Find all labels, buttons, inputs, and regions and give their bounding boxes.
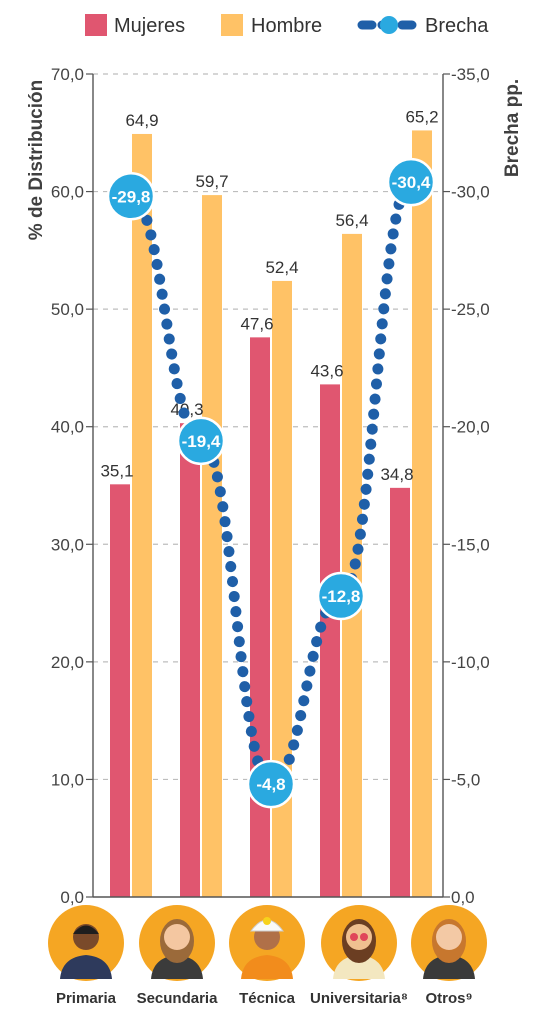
icon-body [241, 955, 293, 979]
bar-labels: 35,164,940,359,747,652,443,656,434,865,2 [100, 107, 438, 483]
category-label: Otros⁹ [425, 990, 472, 1007]
university-woman-icon [321, 905, 397, 981]
brecha-line: -29,8 -19,4 -4,8 -12,8 -30,4 [106, 157, 436, 809]
legend-marker-brecha [380, 16, 398, 34]
data-label-mujeres: 34,8 [380, 465, 413, 484]
data-label-mujeres: 35,1 [100, 461, 133, 480]
category-label: Primaria [56, 990, 117, 1007]
bar-hombre [202, 195, 222, 897]
bar-hombre [272, 280, 292, 897]
data-label-hombre: 59,7 [195, 172, 228, 191]
y2-tick-label: -25,0 [451, 300, 490, 319]
woman-other-icon [411, 905, 487, 981]
technician-helmet-icon [229, 905, 305, 981]
category-label: Secundaria [137, 990, 219, 1007]
brecha-label: -30,4 [392, 173, 431, 192]
y2-tick-label: -10,0 [451, 653, 490, 672]
legend-label-hombre: Hombre [251, 15, 322, 37]
legend-swatch-mujeres [85, 14, 107, 36]
y-axis-title: % de Distribución [26, 80, 47, 240]
legend-swatch-hombre [221, 14, 243, 36]
data-label-hombre: 56,4 [335, 211, 368, 230]
brecha-marker [246, 759, 296, 809]
bar-hombre [132, 133, 152, 897]
y-tick-label: 0,0 [60, 888, 84, 907]
axes: 0,0 10,0 20,0 30,0 40,0 50,0 60,0 70,0 0,0 -5,0 -1… [51, 65, 490, 907]
boy-student-icon [48, 905, 124, 981]
brecha-marker [106, 172, 156, 221]
y-tick-label: 60,0 [51, 183, 84, 202]
icon-glasses-left [350, 933, 358, 941]
category-row: Primaria Secundaria Técnica Universitaria⁸ O… [48, 905, 487, 1007]
icon-helmet-lamp [263, 917, 271, 925]
icon-head [346, 924, 372, 950]
data-label-hombre: 64,9 [125, 111, 158, 130]
data-label-mujeres: 43,6 [310, 361, 343, 380]
icon-body [423, 955, 475, 979]
icon-body [60, 955, 112, 979]
y-tick-label: 30,0 [51, 535, 84, 554]
brecha-marker [176, 416, 226, 466]
bar-mujeres [390, 487, 410, 897]
y-tick-label: 50,0 [51, 300, 84, 319]
y-tick-label: 10,0 [51, 770, 84, 789]
brecha-label: -4,8 [256, 775, 285, 794]
y2-tick-label: -15,0 [451, 535, 490, 554]
icon-head [436, 924, 462, 950]
data-label-hombre: 52,4 [265, 258, 298, 277]
icon-hair [73, 925, 99, 934]
legend-label-mujeres: Mujeres [114, 15, 185, 37]
bar-mujeres [110, 484, 130, 897]
data-label-hombre: 65,2 [405, 107, 438, 126]
y-tick-label: 20,0 [51, 653, 84, 672]
y2-tick-label: 0,0 [451, 888, 475, 907]
icon-body [151, 955, 203, 979]
category-label: Técnica [239, 990, 296, 1007]
icon-body [333, 955, 385, 979]
y2-tick-label: -35,0 [451, 65, 490, 84]
y2-axis-title: Brecha pp. [502, 79, 523, 177]
bar-mujeres [320, 384, 340, 898]
icon-head [164, 924, 190, 950]
y2-tick-label: -20,0 [451, 418, 490, 437]
brecha-label: -29,8 [112, 187, 151, 206]
legend-label-brecha: Brecha [425, 15, 489, 37]
brecha-marker [386, 157, 436, 207]
category-label: Universitaria⁸ [310, 990, 408, 1007]
bar-mujeres [250, 337, 270, 897]
y2-tick-label: -30,0 [451, 183, 490, 202]
y-tick-label: 70,0 [51, 65, 84, 84]
brecha-label: -19,4 [182, 432, 221, 451]
brecha-label: -12,8 [322, 587, 361, 606]
bar-hombre [412, 130, 432, 898]
y2-tick-label: -5,0 [451, 770, 480, 789]
y-tick-label: 40,0 [51, 418, 84, 437]
girl-student-icon [139, 905, 215, 981]
bar-mujeres [180, 423, 200, 897]
icon-glasses-right [360, 933, 368, 941]
legend: Mujeres Hombre Brecha [85, 14, 489, 37]
brecha-marker [316, 571, 366, 621]
data-label-mujeres: 47,6 [240, 314, 273, 333]
